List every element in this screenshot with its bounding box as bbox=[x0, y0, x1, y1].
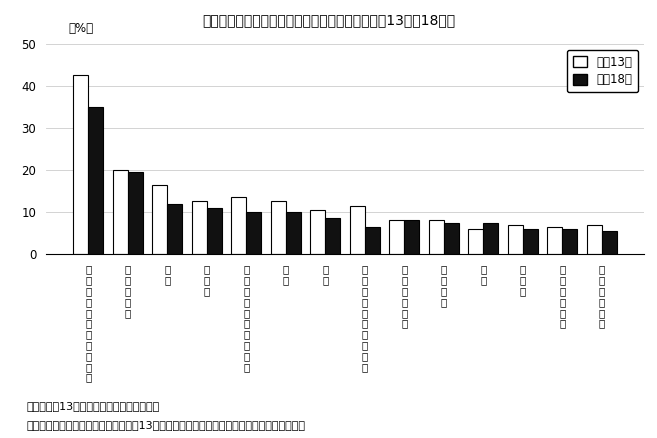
Text: 野
球: 野 球 bbox=[322, 265, 328, 285]
Bar bbox=[468, 229, 483, 254]
Bar bbox=[271, 201, 286, 254]
Bar bbox=[587, 225, 602, 254]
Text: ソ
フ
ト
ボ
ー
ル: ソ フ ト ボ ー ル bbox=[599, 265, 605, 328]
Text: ウ
ォ
ー
キ
ン
グ
・
軽
い
体
操: ウ ォ ー キ ン グ ・ 軽 い 体 操 bbox=[85, 265, 91, 382]
Text: バ
ド
ミ
ン
ト
ン: バ ド ミ ン ト ン bbox=[401, 265, 407, 328]
Bar bbox=[192, 201, 207, 254]
Text: 「ウォーキング・軽い体操」の平成13年の調査項目名は「運動としての散歩・軽い体操」: 「ウォーキング・軽い体操」の平成13年の調査項目名は「運動としての散歩・軽い体操… bbox=[26, 420, 306, 430]
Legend: 平成13年, 平成18年: 平成13年, 平成18年 bbox=[567, 49, 638, 92]
Bar bbox=[389, 220, 404, 254]
Text: サ
ッ
カ
ー: サ ッ カ ー bbox=[441, 265, 447, 307]
Text: ゴ
ル
フ: ゴ ル フ bbox=[204, 265, 210, 296]
Bar bbox=[310, 210, 325, 254]
Bar bbox=[443, 223, 459, 254]
Bar bbox=[231, 197, 246, 254]
Bar bbox=[602, 231, 617, 254]
Bar bbox=[350, 206, 365, 254]
Bar bbox=[404, 220, 419, 254]
Bar bbox=[127, 172, 143, 254]
Text: テ
ニ
ス: テ ニ ス bbox=[520, 265, 526, 296]
Text: ジ
ョ
ギ
ン
グ
・
マ
ラ
ソ
ン: ジ ョ ギ ン グ ・ マ ラ ソ ン bbox=[243, 265, 249, 372]
Bar bbox=[547, 227, 562, 254]
Bar bbox=[73, 75, 88, 254]
Bar bbox=[112, 170, 127, 254]
Bar bbox=[483, 223, 498, 254]
Text: ボ
ウ
リ
ン
グ: ボ ウ リ ン グ bbox=[125, 265, 131, 318]
Bar bbox=[325, 218, 340, 254]
Bar bbox=[428, 220, 443, 254]
Bar bbox=[562, 229, 578, 254]
Text: 卓
球: 卓 球 bbox=[480, 265, 486, 285]
Bar bbox=[523, 229, 537, 254]
Bar bbox=[508, 225, 523, 254]
Text: （%）: （%） bbox=[68, 22, 93, 35]
Text: 水
泳: 水 泳 bbox=[164, 265, 170, 285]
Bar bbox=[152, 185, 167, 254]
Text: バ
レ
ー
ボ
ー
ル: バ レ ー ボ ー ル bbox=[559, 265, 565, 328]
Bar bbox=[207, 208, 221, 254]
Bar bbox=[286, 212, 301, 254]
Bar bbox=[365, 227, 380, 254]
Text: ス
キ
ー
・
ス
ノ
ー
ボ
ー
ド: ス キ ー ・ ス ノ ー ボ ー ド bbox=[361, 265, 368, 372]
Bar bbox=[88, 107, 103, 254]
Bar bbox=[246, 212, 261, 254]
Text: 図３－４　「スポーツ」の種類別行動者率（平成13年，18年）: 図３－４ 「スポーツ」の種類別行動者率（平成13年，18年） bbox=[202, 13, 455, 27]
Bar bbox=[167, 204, 182, 254]
Text: つ
り: つ り bbox=[283, 265, 289, 285]
Text: （注）平成13年と比較可能な種類を表章。: （注）平成13年と比較可能な種類を表章。 bbox=[26, 401, 160, 411]
